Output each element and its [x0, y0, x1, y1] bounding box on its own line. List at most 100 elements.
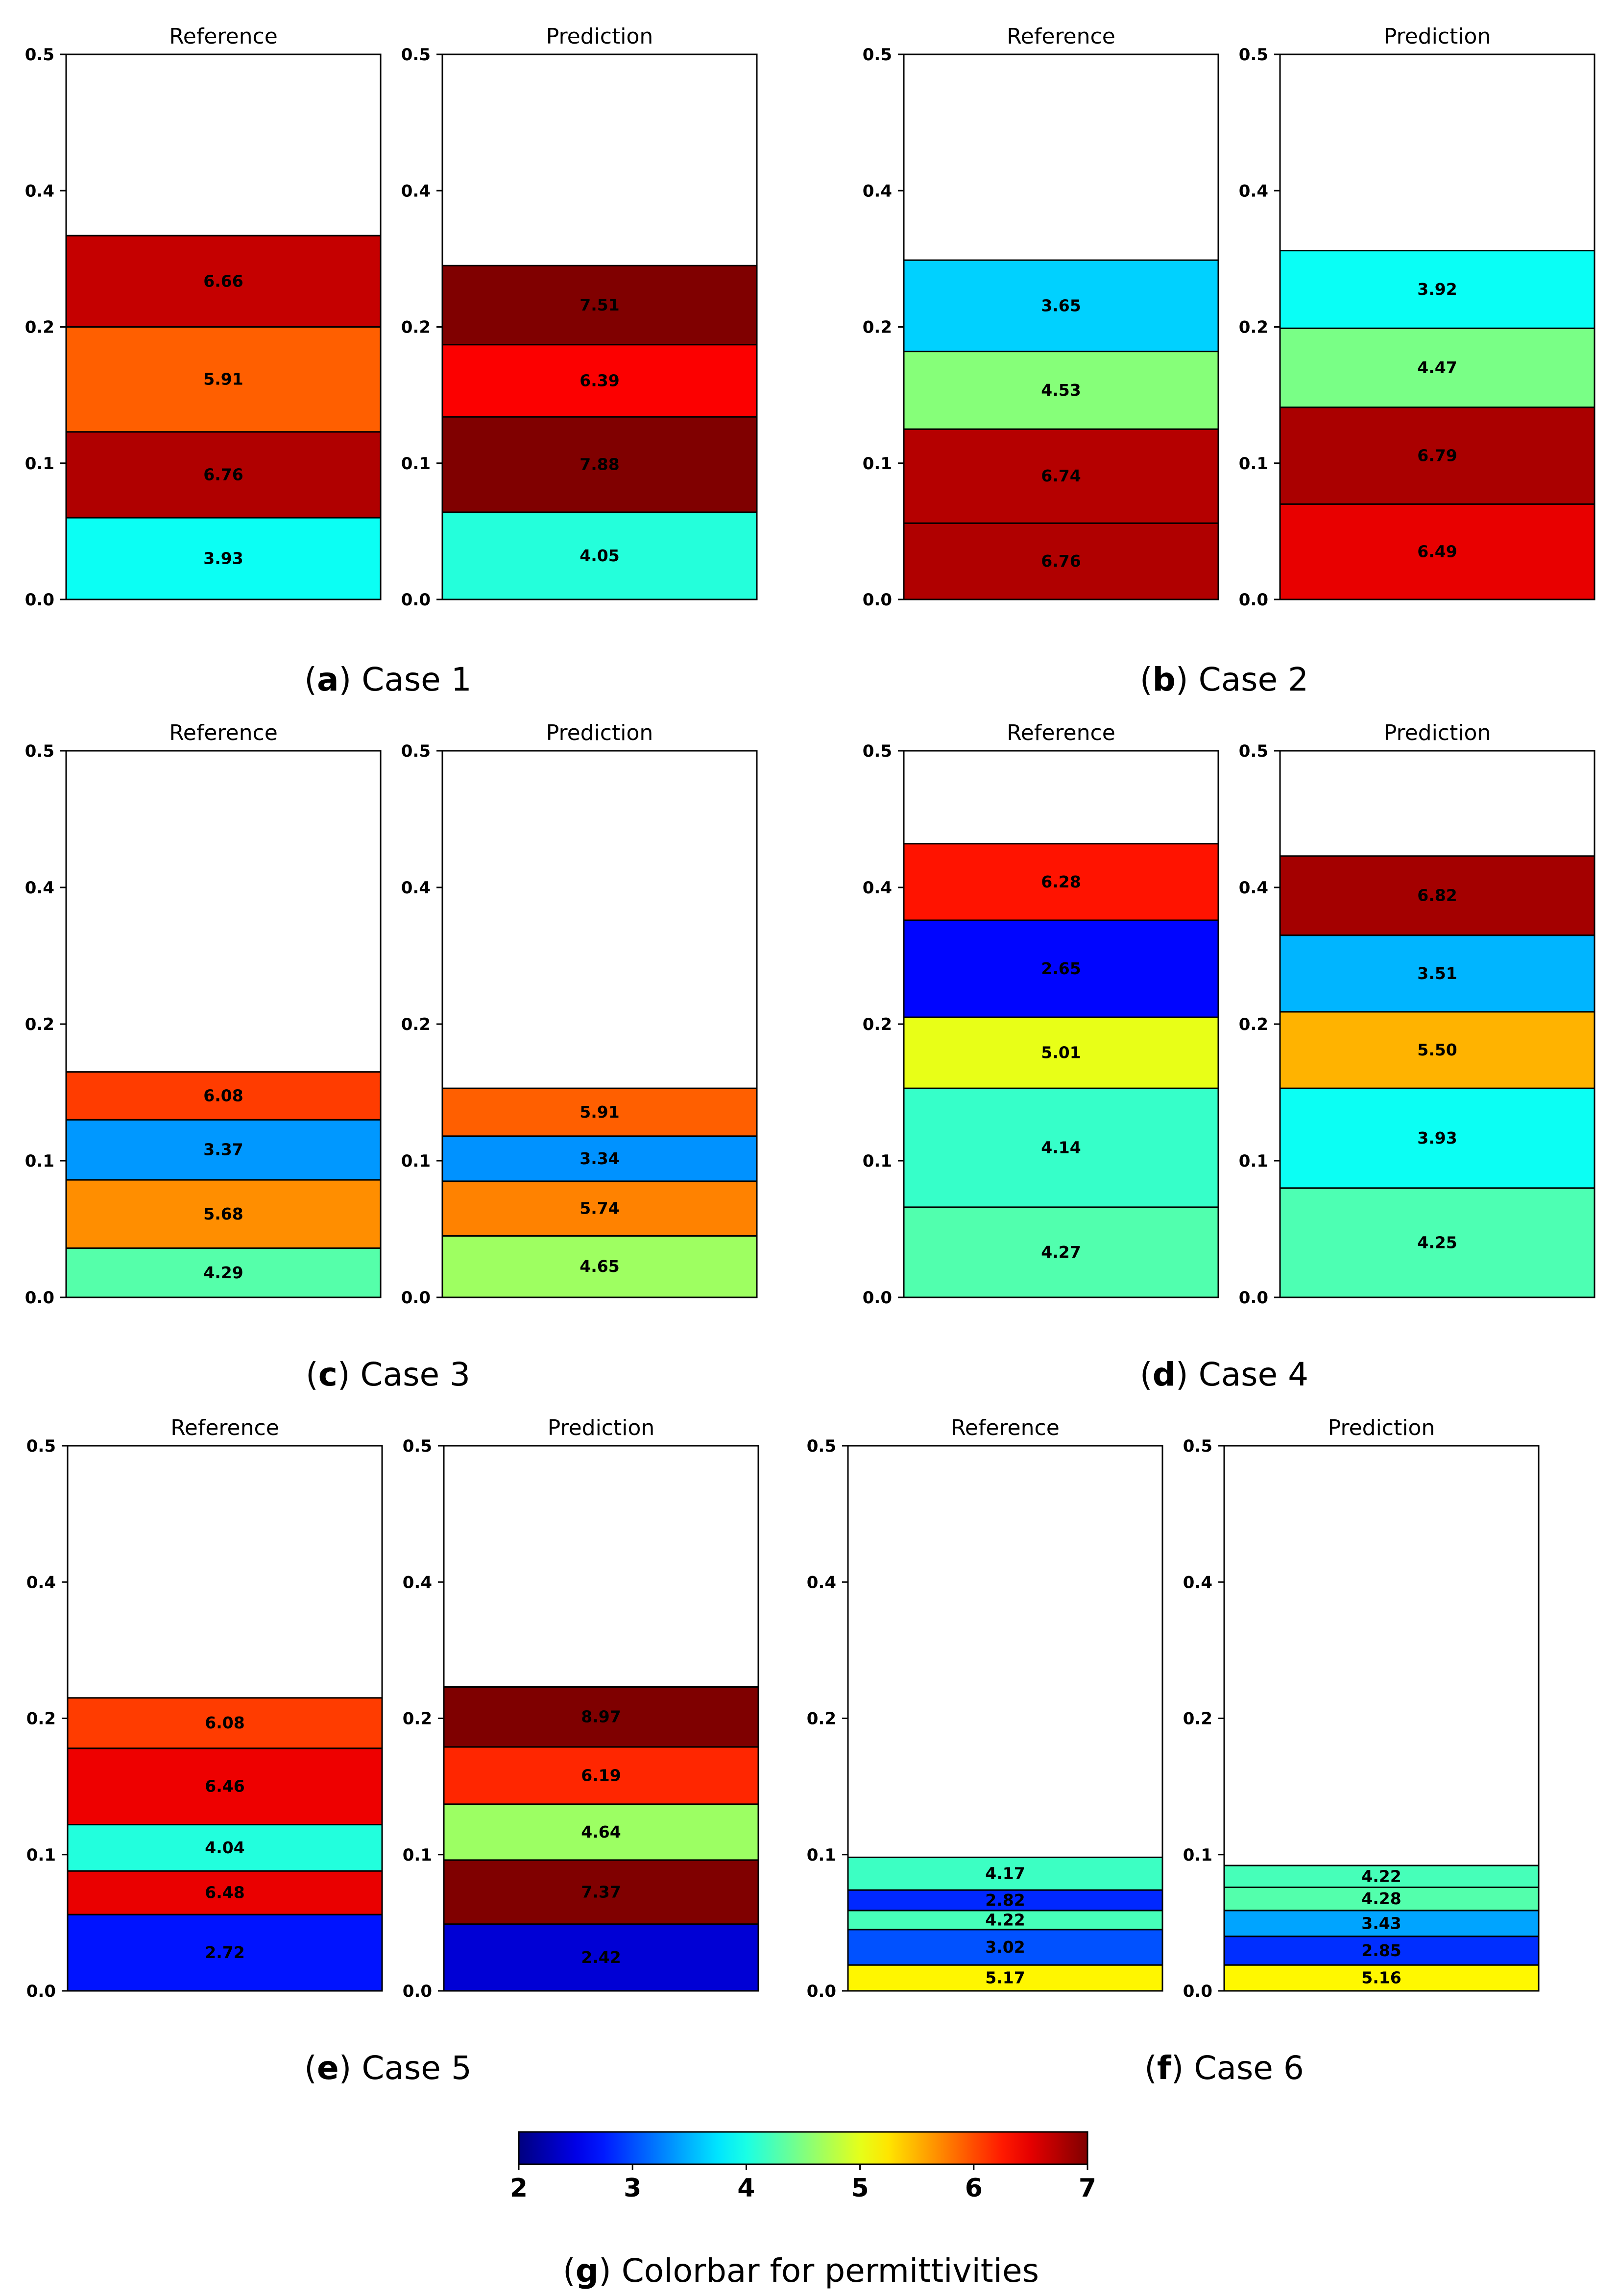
layer-value-label: 6.08	[205, 1713, 244, 1732]
y-tick-label: 0.4	[863, 878, 892, 898]
y-tick-label: 0.5	[25, 45, 54, 65]
y-tick-label: 0.2	[26, 1709, 56, 1729]
subfigure-caption: (c) Case 3	[306, 1356, 470, 1393]
panel-a-prediction: 4.05 7.88 6.39 7.51 Prediction 0.0 0.1 0.2 0.4 0.…	[401, 24, 758, 610]
layer-value-label: 7.51	[580, 295, 619, 314]
layer-value-label: 5.01	[1041, 1043, 1081, 1062]
layer-bar	[903, 428, 1219, 524]
y-tick-label: 0.1	[25, 1151, 54, 1171]
layer-value-label: 7.88	[580, 455, 619, 474]
y-tick-label: 0.0	[863, 590, 892, 610]
panel-e-reference: 2.72 6.48 4.04 6.46 6.08 Reference 0.0 0.1 0.2 0.…	[26, 1415, 383, 2001]
panel-b-reference: 6.76 6.74 4.53 3.65 Reference 0.0 0.1 0.2 0.4 0.5	[863, 24, 1219, 610]
y-tick-label: 0.4	[26, 1573, 56, 1592]
y-tick-label: 0.5	[807, 1436, 836, 1456]
layer-value-label: 2.72	[205, 1943, 244, 1962]
y-tick-label: 0.0	[26, 1982, 56, 2001]
panel-e-prediction: 2.42 7.37 4.64 6.19 8.97 Prediction 0.0 0.1 0.2 0…	[403, 1415, 759, 2001]
y-tick-label: 0.2	[863, 1015, 892, 1034]
y-tick-label: 0.5	[25, 741, 54, 761]
panel-c-reference: 4.29 5.68 3.37 6.08 Reference 0.0 0.1 0.2 0.4 0.5	[25, 720, 382, 1308]
layer-value-label: 4.64	[581, 1822, 621, 1842]
y-tick-label: 0.5	[401, 741, 431, 761]
y-tick-label: 0.5	[1183, 1436, 1212, 1456]
layer-value-label: 4.28	[1361, 1889, 1401, 1908]
colorbar-caption: (g) Colorbar for permittivities	[563, 2252, 1039, 2290]
layer-bar	[67, 1824, 383, 1872]
y-tick-label: 0.5	[1239, 45, 1268, 65]
layer-bar	[441, 264, 758, 346]
y-tick-label: 0.0	[401, 1288, 431, 1308]
panel-title: Reference	[169, 24, 278, 49]
layer-bar	[1279, 503, 1595, 600]
subfigure-caption: (f) Case 6	[1144, 2049, 1304, 2087]
y-tick-label: 0.0	[863, 1288, 892, 1308]
panel-title: Reference	[1007, 720, 1115, 745]
subfigure-caption: (e) Case 5	[304, 2049, 472, 2087]
layer-value-label: 4.53	[1041, 381, 1081, 400]
y-tick-label: 0.4	[1239, 181, 1268, 201]
y-tick-label: 0.0	[25, 1288, 54, 1308]
layer-value-label: 3.92	[1417, 280, 1457, 299]
layer-bar	[443, 1859, 759, 1925]
y-tick-label: 0.2	[1239, 1015, 1268, 1034]
layer-value-label: 2.42	[581, 1948, 621, 1967]
layer-value-label: 3.37	[203, 1140, 243, 1159]
panel-f-reference: 5.17 3.02 4.222.82 4.17 Reference 0.0 0.1 0.2 0.…	[807, 1415, 1163, 2001]
layer-value-label: 3.93	[203, 549, 243, 568]
panel-title: Prediction	[546, 24, 653, 49]
y-tick-label: 0.1	[807, 1845, 836, 1865]
layer-value-label: 4.29	[203, 1263, 243, 1282]
layer-value-label: 5.50	[1417, 1040, 1457, 1059]
y-tick-label: 0.2	[401, 1015, 431, 1034]
y-tick-label: 0.2	[807, 1709, 836, 1729]
y-tick-label: 0.1	[401, 1151, 431, 1171]
y-tick-label: 0.2	[25, 318, 54, 337]
colorbar-tick-label: 5	[851, 2174, 869, 2203]
layer-bar	[1279, 1087, 1595, 1189]
layer-value-label: 4.25	[1417, 1233, 1457, 1252]
y-tick-label: 0.5	[1239, 741, 1268, 761]
layer-bar	[65, 1179, 382, 1249]
layer-bar	[65, 326, 382, 433]
subfigure-caption: (a) Case 1	[304, 661, 472, 698]
layer-bar	[1279, 407, 1595, 505]
layer-value-label: 6.48	[205, 1883, 244, 1902]
layer-value-label: 3.34	[580, 1149, 619, 1168]
panel-c-prediction: 4.65 5.74 3.34 5.91 Prediction 0.0 0.1 0.2 0.4 0.…	[401, 720, 758, 1308]
layer-value-label: 3.02	[985, 1937, 1025, 1957]
y-tick-label: 0.4	[403, 1573, 432, 1592]
y-tick-label: 0.0	[401, 590, 431, 610]
layer-bar	[1279, 250, 1595, 329]
layer-value-label: 2.85	[1361, 1941, 1401, 1960]
layer-value-label: 5.16	[1361, 1968, 1401, 1987]
y-tick-label: 0.1	[25, 454, 54, 474]
layer-value-label: 3.65	[1041, 296, 1081, 315]
y-tick-label: 0.5	[401, 45, 431, 65]
y-tick-label: 0.4	[401, 878, 431, 898]
y-tick-label: 0.2	[403, 1709, 432, 1729]
layer-value-label: 6.39	[580, 371, 619, 390]
y-tick-label: 0.0	[807, 1982, 836, 2001]
layer-value-label: 6.19	[581, 1766, 621, 1785]
y-tick-label: 0.0	[1183, 1982, 1212, 2001]
layer-value-label: 4.22	[1361, 1866, 1401, 1886]
panel-d-reference: 4.27 4.14 5.01 2.65 6.28 Reference 0.0 0.1 0.2 0.…	[863, 720, 1219, 1308]
colorbar-tick-label: 6	[965, 2174, 983, 2203]
layer-value-label: 3.43	[1361, 1913, 1401, 1933]
y-tick-label: 0.2	[863, 318, 892, 337]
layer-bar	[67, 1747, 383, 1826]
y-tick-label: 0.0	[403, 1982, 432, 2001]
layer-bar	[903, 259, 1219, 353]
subfigure-caption: (b) Case 2	[1140, 661, 1308, 698]
panel-title: Prediction	[1384, 720, 1491, 745]
layer-bar	[1223, 1887, 1540, 1912]
layer-value-label: 5.17	[985, 1968, 1025, 1987]
y-tick-label: 0.1	[863, 1151, 892, 1171]
layer-value-label: 4.22	[985, 1910, 1025, 1929]
y-tick-label: 0.4	[401, 181, 431, 201]
layer-value-label: 6.76	[1041, 551, 1081, 571]
layer-bar	[903, 843, 1219, 921]
y-tick-label: 0.4	[863, 181, 892, 201]
layer-bar	[443, 1686, 759, 1748]
